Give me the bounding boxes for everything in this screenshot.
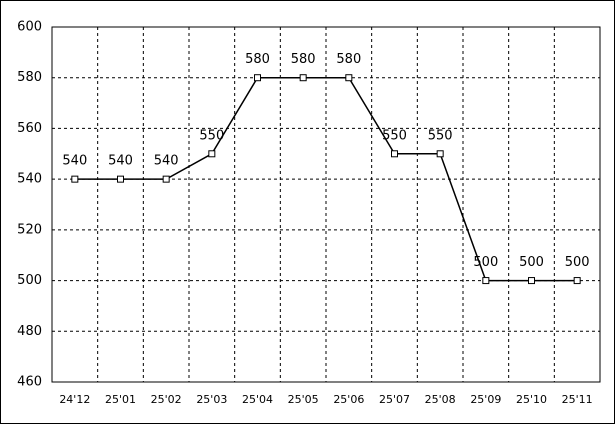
data-label: 580: [336, 52, 361, 67]
line: [74, 76, 578, 282]
x-tick-label: 25'02: [151, 393, 182, 406]
data-label: 540: [154, 154, 179, 169]
x-tick-label: 25'03: [196, 393, 227, 406]
marker: [162, 175, 170, 183]
data-label: 550: [428, 128, 453, 143]
x-tick-label: 25'06: [333, 393, 364, 406]
data-label: 550: [382, 128, 407, 143]
y-tick-label: 580: [17, 70, 42, 85]
data-label: 500: [473, 255, 498, 270]
marker: [208, 150, 216, 158]
x-tick-label: 25'07: [379, 393, 410, 406]
x-tick-label: 25'08: [425, 393, 456, 406]
data-label: 500: [519, 255, 544, 270]
y-tick-label: 560: [17, 121, 42, 136]
marker: [71, 175, 79, 183]
x-tick-label: 25'09: [470, 393, 501, 406]
marker: [391, 150, 398, 158]
x-tick-label: 25'11: [562, 393, 593, 406]
y-tick-label: 520: [17, 222, 42, 237]
marker: [345, 74, 353, 82]
data-label: 580: [291, 52, 316, 67]
y-tick-label: 460: [17, 375, 42, 390]
data-label: 500: [565, 255, 590, 270]
x-tick-label: 25'05: [288, 393, 319, 406]
y-tick-label: 480: [17, 324, 42, 339]
marker: [482, 277, 490, 285]
data-label: 580: [245, 52, 270, 67]
marker: [436, 150, 444, 158]
data-label: 540: [108, 154, 133, 169]
y-tick-label: 600: [17, 20, 42, 35]
y-tick-label: 500: [17, 273, 42, 288]
data-label: 550: [199, 128, 224, 143]
x-tick-label: 25'04: [242, 393, 273, 406]
y-tick-label: 540: [17, 172, 42, 187]
marker: [117, 175, 124, 183]
marker: [299, 74, 307, 82]
x-tick-label: 24'12: [59, 393, 90, 406]
x-tick-label: 25'10: [516, 393, 547, 406]
data-label: 540: [62, 154, 87, 169]
x-tick-label: 25'01: [105, 393, 136, 406]
marker: [573, 277, 581, 285]
marker: [528, 277, 535, 285]
marker: [254, 74, 261, 82]
